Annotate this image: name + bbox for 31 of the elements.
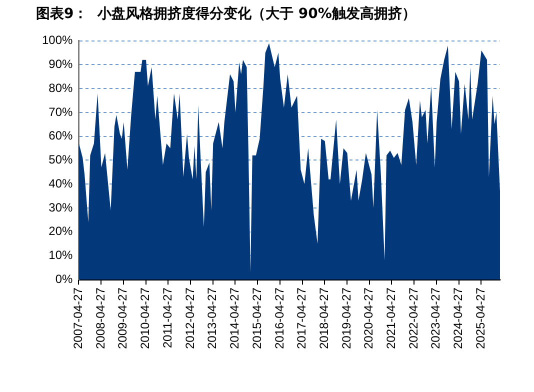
y-tick-label: 20%: [48, 224, 74, 238]
y-tick-label: 90%: [48, 56, 74, 71]
x-tick-label: 2007-04-27: [71, 287, 86, 350]
x-tick-label: 2017-04-27: [294, 287, 309, 350]
x-tick-label: 2020-04-27: [362, 287, 376, 350]
y-tick-label: 60%: [48, 128, 74, 143]
x-tick-label: 2011-04-27: [160, 287, 174, 348]
x-tick-label: 2013-04-27: [205, 287, 220, 350]
x-tick-label: 2023-04-27: [428, 287, 443, 350]
y-tick-label: 0%: [55, 272, 74, 286]
x-tick-label: 2018-04-27: [316, 287, 331, 350]
x-tick-label: 2024-04-27: [451, 287, 466, 350]
x-tick-label: 2025-04-27: [473, 287, 488, 350]
chart-title: 图表9： 小盘风格拥挤度得分变化（大于 90%触发高拥挤）: [36, 5, 416, 22]
y-tick-label: 40%: [48, 176, 74, 190]
y-tick-label: 50%: [48, 152, 74, 167]
x-tick-label: 2008-04-27: [93, 287, 108, 350]
y-tick-label: 30%: [48, 200, 74, 214]
x-tick-label: 2016-04-27: [272, 287, 286, 350]
x-tick-label: 2019-04-27: [339, 287, 354, 350]
x-tick-label: 2009-04-27: [116, 287, 130, 350]
y-tick-label: 10%: [48, 248, 74, 262]
x-tick-label: 2021-04-27: [384, 287, 398, 350]
y-tick-label: 70%: [48, 104, 74, 119]
x-tick-label: 2015-04-27: [250, 287, 264, 350]
y-tick-label: 100%: [42, 33, 74, 48]
y-tick-label: 80%: [48, 80, 74, 95]
x-tick-label: 2012-04-27: [182, 287, 197, 350]
x-tick-label: 2022-04-27: [406, 287, 420, 350]
x-tick-label: 2014-04-27: [228, 287, 242, 350]
x-tick-label: 2010-04-27: [138, 287, 152, 350]
